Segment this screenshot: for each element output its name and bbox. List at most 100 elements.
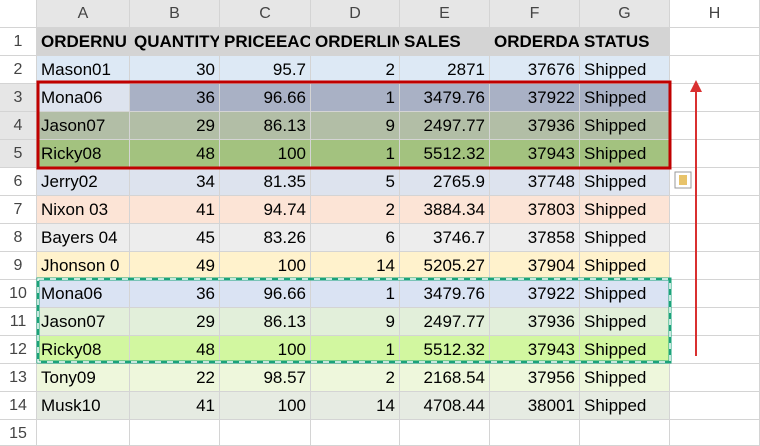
cell: 34 [130, 168, 220, 196]
cell: Shipped [580, 364, 670, 392]
cell: 2 [311, 196, 400, 224]
cell: 37904 [490, 252, 580, 280]
cell: SALES [400, 28, 490, 56]
row-header: 1 [0, 28, 37, 56]
cell: 6 [311, 224, 400, 252]
cell: 100 [220, 336, 311, 364]
cell: 5 [311, 168, 400, 196]
cell: 98.57 [220, 364, 311, 392]
cell: 37922 [490, 84, 580, 112]
row-header: 3 [0, 84, 37, 112]
column-header: G [580, 0, 670, 28]
cell: Mona06 [37, 280, 130, 308]
cell: 14 [311, 392, 400, 420]
row-header: 2 [0, 56, 37, 84]
row-header: 5 [0, 140, 37, 168]
cell: Ricky08 [37, 140, 130, 168]
empty-cell [580, 420, 670, 446]
row-header: 11 [0, 308, 37, 336]
empty-cell [670, 56, 760, 84]
cell: Mona06 [37, 84, 130, 112]
cell: 37936 [490, 308, 580, 336]
cell: 37803 [490, 196, 580, 224]
cell: 2497.77 [400, 308, 490, 336]
cell: PRICEEAC [220, 28, 311, 56]
row-header: 13 [0, 364, 37, 392]
cell: 38001 [490, 392, 580, 420]
corner-cell [0, 0, 37, 28]
cell: 100 [220, 252, 311, 280]
cell: 96.66 [220, 84, 311, 112]
empty-cell [670, 168, 760, 196]
row-header: 10 [0, 280, 37, 308]
row-header: 7 [0, 196, 37, 224]
column-header: E [400, 0, 490, 28]
row-header: 9 [0, 252, 37, 280]
cell: 86.13 [220, 308, 311, 336]
cell: ORDERLIN [311, 28, 400, 56]
cell: Shipped [580, 84, 670, 112]
cell: 30 [130, 56, 220, 84]
cell: STATUS [580, 28, 670, 56]
cell: 41 [130, 196, 220, 224]
cell: Tony09 [37, 364, 130, 392]
cell: 1 [311, 84, 400, 112]
cell: Shipped [580, 112, 670, 140]
empty-cell [670, 308, 760, 336]
cell: 2168.54 [400, 364, 490, 392]
cell: 37676 [490, 56, 580, 84]
cell: Shipped [580, 280, 670, 308]
empty-cell [670, 112, 760, 140]
cell: 5205.27 [400, 252, 490, 280]
cell: 22 [130, 364, 220, 392]
empty-cell [37, 420, 130, 446]
row-header: 15 [0, 420, 37, 446]
empty-cell [670, 84, 760, 112]
empty-cell [220, 420, 311, 446]
cell: Shipped [580, 224, 670, 252]
column-header: D [311, 0, 400, 28]
row-header: 8 [0, 224, 37, 252]
cell: Shipped [580, 168, 670, 196]
cell: 3746.7 [400, 224, 490, 252]
cell: 3479.76 [400, 84, 490, 112]
cell: Nixon 03 [37, 196, 130, 224]
cell: 2765.9 [400, 168, 490, 196]
column-header: F [490, 0, 580, 28]
cell: Jason07 [37, 308, 130, 336]
cell: 3479.76 [400, 280, 490, 308]
cell: Shipped [580, 140, 670, 168]
column-header: C [220, 0, 311, 28]
cell: ORDERNU [37, 28, 130, 56]
cell: 1 [311, 280, 400, 308]
cell: Shipped [580, 392, 670, 420]
cell: Jerry02 [37, 168, 130, 196]
cell: 36 [130, 84, 220, 112]
cell: Shipped [580, 308, 670, 336]
empty-cell [670, 336, 760, 364]
cell: 29 [130, 112, 220, 140]
cell: Jason07 [37, 112, 130, 140]
cell: Shipped [580, 252, 670, 280]
column-header: A [37, 0, 130, 28]
empty-cell [670, 420, 760, 446]
cell: 83.26 [220, 224, 311, 252]
cell: 94.74 [220, 196, 311, 224]
cell: 49 [130, 252, 220, 280]
cell: 96.66 [220, 280, 311, 308]
empty-cell [400, 420, 490, 446]
cell: 37748 [490, 168, 580, 196]
cell: 1 [311, 140, 400, 168]
cell: 5512.32 [400, 140, 490, 168]
column-header: H [670, 0, 760, 28]
row-header: 6 [0, 168, 37, 196]
cell: QUANTITY [130, 28, 220, 56]
empty-cell [130, 420, 220, 446]
empty-cell [670, 196, 760, 224]
cell: Shipped [580, 196, 670, 224]
cell: 48 [130, 140, 220, 168]
cell: ORDERDA [490, 28, 580, 56]
cell: 95.7 [220, 56, 311, 84]
cell: Mason01 [37, 56, 130, 84]
